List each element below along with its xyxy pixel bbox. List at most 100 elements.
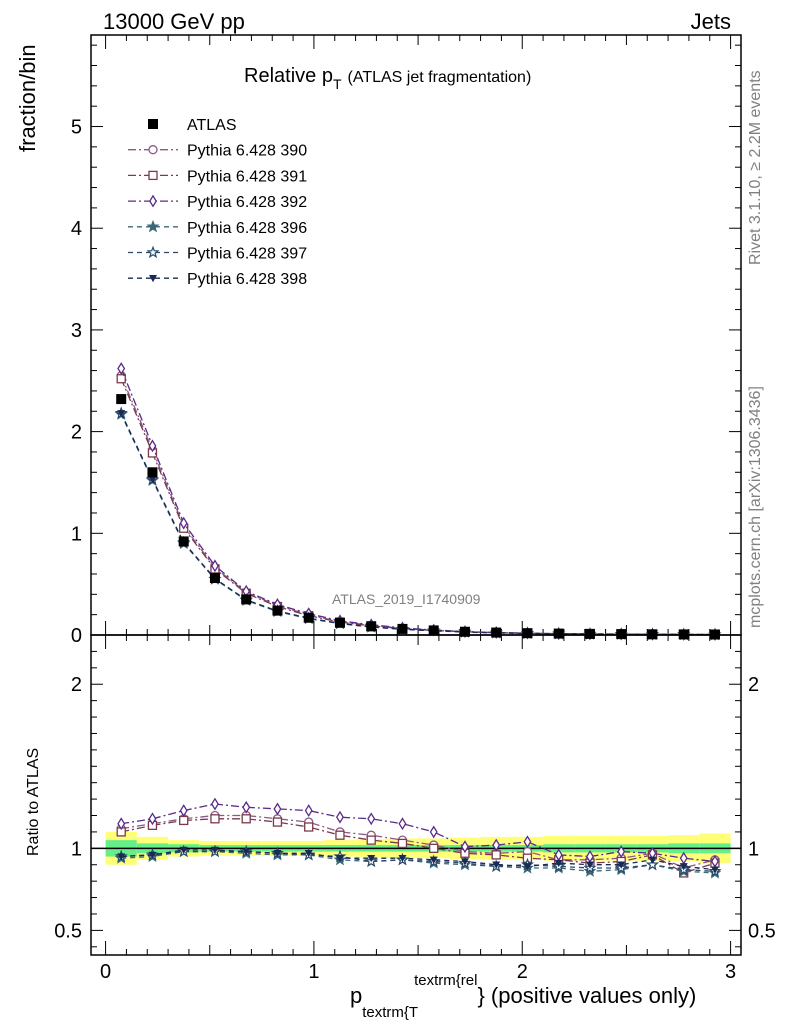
ratio-data-point xyxy=(242,848,251,856)
ratio-panel: 0 1 2 3 0.5 0.5 1 1 2 2 Ratio to ATLAS ptextrm{T t… xyxy=(25,634,776,1021)
main-data-point xyxy=(210,559,219,573)
main-title-text: Relative p xyxy=(244,65,333,87)
main-data-point xyxy=(148,439,157,453)
ratio-y-tick-label: 1 xyxy=(71,838,82,860)
ratio-data-point xyxy=(335,854,344,863)
ratio-data-point xyxy=(710,866,719,874)
legend-label: Pythia 6.428 397 xyxy=(187,246,307,263)
legend-marker xyxy=(149,194,157,208)
main-data-point xyxy=(148,476,157,484)
ratio-data-point xyxy=(397,838,408,849)
ratio-data-point xyxy=(335,810,344,824)
x-tick-label: 0 xyxy=(100,961,111,983)
main-data-point xyxy=(397,623,408,634)
main-data-point xyxy=(616,629,627,640)
main-data-point xyxy=(522,628,533,639)
main-y-tick-label: 1 xyxy=(71,523,82,545)
ratio-series-line xyxy=(121,803,716,863)
jets-label: Jets xyxy=(691,9,731,34)
ratio-data-point xyxy=(398,817,407,831)
ratio-data-point xyxy=(304,822,314,832)
ratio-data-point xyxy=(366,835,376,845)
x-tick-label: 2 xyxy=(517,961,528,983)
ratio-y-tick-label-right: 2 xyxy=(748,674,759,696)
ratio-y-axis-label: Ratio to ATLAS xyxy=(25,748,42,856)
main-y-tick-label: 4 xyxy=(71,218,82,240)
ratio-data-point xyxy=(241,814,251,824)
main-y-tick-label: 2 xyxy=(71,422,82,444)
ratio-data-point xyxy=(460,858,469,866)
main-series-line xyxy=(120,368,715,636)
ratio-y-tick-label: 2 xyxy=(71,674,82,696)
ratio-data-point xyxy=(460,840,469,854)
main-axis-ticks: 0 1 2 3 4 5 xyxy=(71,35,741,647)
main-title-rest: (ATLAS jet fragmentation) xyxy=(348,69,532,86)
ratio-data-point xyxy=(210,846,219,854)
main-panel: 0 1 2 3 4 5 Relative pT (ATLAS jet fragmentati… xyxy=(15,34,742,647)
main-title-subscript: T xyxy=(333,76,342,92)
x-axis-label: ptextrm{T textrm{rel} (positive values on… xyxy=(350,972,696,1021)
legend-label: Pythia 6.428 396 xyxy=(187,220,307,237)
legend-marker xyxy=(148,119,158,129)
ratio-y-tick-label: 0.5 xyxy=(54,920,82,942)
main-data-point xyxy=(178,536,189,547)
ratio-series-line xyxy=(121,814,716,869)
ratio-data-point xyxy=(179,804,188,818)
legend-marker xyxy=(146,245,160,259)
main-data-point xyxy=(366,621,377,632)
watermark: ATLAS_2019_I1740909 xyxy=(332,591,481,607)
legend-marker xyxy=(148,145,158,155)
legend-marker xyxy=(148,170,158,181)
ratio-y-tick-label-right: 0.5 xyxy=(748,920,776,942)
ratio-axis-ticks: 0 1 2 3 0.5 0.5 1 1 2 2 xyxy=(54,635,776,983)
x-axis-label-subscript: textrm{T xyxy=(362,1004,418,1021)
main-y-tick-label: 5 xyxy=(71,117,82,139)
legend-label: Pythia 6.428 390 xyxy=(187,143,307,160)
ratio-data-point xyxy=(429,843,439,853)
ratio-frame xyxy=(90,634,742,956)
ratio-data-point xyxy=(272,817,283,827)
x-axis-label-superscript: textrm{rel xyxy=(414,972,477,989)
legend-label: Pythia 6.428 392 xyxy=(187,194,307,211)
x-axis-label-main: p xyxy=(350,983,362,1008)
legend-label: Pythia 6.428 398 xyxy=(187,271,307,288)
rivet-version-label: Rivet 3.1.10, ≥ 2.2M events xyxy=(747,70,764,265)
main-data-point xyxy=(491,627,502,638)
ratio-data-point xyxy=(585,861,594,869)
legend-marker xyxy=(146,219,160,233)
legend: ATLAS Pythia 6.428 390 Pythia 6.428 391 Pyt… xyxy=(128,117,307,288)
main-data-point xyxy=(428,625,439,636)
main-data-point xyxy=(303,612,314,623)
main-y-tick-label: 3 xyxy=(71,320,82,342)
ratio-data-point xyxy=(398,854,407,863)
ratio-data-point xyxy=(242,800,251,814)
ratio-data-point xyxy=(617,845,626,859)
main-data-point xyxy=(553,628,564,639)
ratio-data-point xyxy=(304,850,313,858)
ratio-data-point xyxy=(648,856,657,864)
ratio-data-point xyxy=(367,854,376,863)
ratio-data-point xyxy=(491,850,501,860)
main-data-point xyxy=(117,362,126,375)
main-data-point xyxy=(209,573,220,584)
ratio-data-point xyxy=(645,857,660,871)
main-data-point xyxy=(334,617,345,628)
ratio-data-point xyxy=(179,846,188,854)
ratio-series-line xyxy=(121,818,716,874)
main-data-point xyxy=(584,628,595,639)
ratio-data-point xyxy=(523,863,532,871)
ratio-data-point xyxy=(523,835,532,849)
x-tick-label: 1 xyxy=(308,961,319,983)
ratio-data-point xyxy=(148,851,157,859)
ratio-data-point xyxy=(429,856,438,864)
main-data-point xyxy=(117,410,126,418)
ratio-data-point xyxy=(148,812,157,826)
ratio-data-point xyxy=(210,814,220,824)
main-data-point xyxy=(147,467,158,478)
ratio-data-point xyxy=(273,850,282,858)
legend-label: Pythia 6.428 391 xyxy=(187,168,307,185)
x-axis-label-rest: } (positive values only) xyxy=(477,983,696,1008)
ratio-data-point xyxy=(273,802,282,816)
ratio-data-point xyxy=(179,815,189,826)
legend-marker xyxy=(149,275,157,283)
